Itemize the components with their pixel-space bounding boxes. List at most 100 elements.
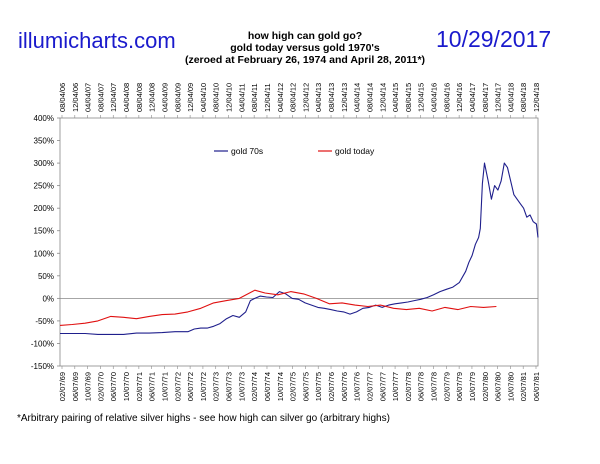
x-bottom-tick-label: 10/07/72: [199, 372, 208, 401]
x-bottom-tick-label: 02/07/78: [404, 372, 413, 401]
x-bottom-tick-label: 06/07/81: [532, 372, 541, 401]
x-bottom-tick-label: 02/07/75: [289, 372, 298, 401]
x-bottom-tick-label: 02/07/70: [96, 372, 105, 401]
x-top-tick-label: 12/04/12: [301, 83, 310, 112]
series-line-gold-today: [59, 289, 497, 326]
y-tick-label: -50%: [35, 317, 54, 326]
x-top-tick-label: 08/04/18: [519, 83, 528, 112]
x-top-tick-label: 04/04/08: [122, 83, 131, 112]
x-top-tick-label: 12/04/09: [186, 83, 195, 112]
x-top-tick-label: 08/04/16: [442, 83, 451, 112]
x-top-tick-label: 12/04/06: [71, 83, 80, 112]
x-top-tick-label: 04/04/17: [468, 83, 477, 112]
y-tick-label: 250%: [34, 182, 54, 191]
y-tick-label: 200%: [34, 204, 54, 213]
legend-label: gold 70s: [231, 146, 263, 156]
y-tick-label: 100%: [34, 249, 54, 258]
x-top-tick-label: 04/04/15: [391, 83, 400, 112]
y-tick-label: 300%: [34, 159, 54, 168]
x-top-tick-label: 12/04/10: [225, 83, 234, 112]
x-bottom-tick-label: 10/07/79: [468, 372, 477, 401]
x-bottom-tick-label: 02/07/73: [212, 372, 221, 401]
x-top-tick-label: 12/04/14: [378, 83, 387, 112]
x-bottom-tick-label: 10/07/74: [276, 372, 285, 401]
x-top-tick-label: 04/04/09: [160, 83, 169, 112]
x-top-tick-label: 08/04/12: [289, 83, 298, 112]
y-tick-label: -150%: [31, 362, 54, 371]
series-line-gold-70s: [60, 162, 539, 335]
x-top-tick-label: 08/04/07: [96, 83, 105, 112]
y-tick-label: -100%: [31, 339, 54, 348]
x-top-tick-label: 12/04/17: [494, 83, 503, 112]
x-bottom-tick-label: 10/07/73: [237, 372, 246, 401]
x-top-tick-label: 12/04/15: [417, 83, 426, 112]
x-top-tick-label: 08/04/06: [58, 83, 67, 112]
x-top-tick-label: 08/04/13: [327, 83, 336, 112]
plot-frame: [59, 117, 539, 367]
x-bottom-tick-label: 10/07/69: [84, 372, 93, 401]
x-top-tick-label: 08/04/09: [173, 83, 182, 112]
x-top-tick-label: 04/04/07: [84, 83, 93, 112]
x-top-tick-label: 08/04/15: [404, 83, 413, 112]
x-top-tick-label: 08/04/14: [365, 83, 374, 112]
site-logo-text: illumicharts.com: [18, 28, 176, 53]
x-top-tick-label: 04/04/13: [314, 83, 323, 112]
chart-date: 10/29/2017: [436, 26, 552, 52]
x-bottom-tick-label: 02/07/74: [250, 372, 259, 401]
title-line-1: how high can gold go?: [247, 30, 363, 42]
x-bottom-tick-label: 06/07/75: [301, 372, 310, 401]
x-top-tick-label: 04/04/12: [276, 83, 285, 112]
x-top-tick-label: 12/04/16: [455, 83, 464, 112]
x-bottom-tick-label: 02/07/71: [135, 372, 144, 401]
x-top-tick-label: 04/04/18: [506, 83, 515, 112]
x-top-tick-label: 12/04/13: [340, 83, 349, 112]
x-bottom-tick-label: 02/07/79: [442, 372, 451, 401]
y-tick-label: 0%: [42, 294, 54, 303]
x-bottom-tick-label: 10/07/77: [391, 372, 400, 401]
x-bottom-tick-label: 02/07/81: [519, 372, 528, 401]
x-bottom-tick-label: 10/07/78: [430, 372, 439, 401]
x-bottom-tick-label: 06/07/74: [263, 372, 272, 401]
y-tick-label: 50%: [38, 272, 54, 281]
x-bottom-tick-label: 06/07/80: [494, 372, 503, 401]
x-bottom-tick-label: 06/07/78: [417, 372, 426, 401]
x-top-tick-label: 12/04/07: [109, 83, 118, 112]
x-top-tick-label: 12/04/08: [148, 83, 157, 112]
x-bottom-tick-label: 06/07/69: [71, 372, 80, 401]
x-bottom-tick-label: 06/07/77: [378, 372, 387, 401]
x-bottom-tick-label: 06/07/71: [148, 372, 157, 401]
x-top-tick-label: 04/04/16: [430, 83, 439, 112]
x-bottom-tick-label: 06/07/76: [340, 372, 349, 401]
x-bottom-tick-label: 06/07/72: [186, 372, 195, 401]
x-bottom-tick-label: 02/07/76: [327, 372, 336, 401]
x-top-tick-label: 08/04/10: [212, 83, 221, 112]
title-line-3: (zeroed at February 26, 1974 and April 2…: [184, 54, 426, 66]
x-bottom-tick-label: 02/07/80: [481, 372, 490, 401]
x-top-tick-label: 12/04/18: [532, 83, 541, 112]
x-top-tick-label: 04/04/14: [353, 83, 362, 112]
x-top-tick-label: 04/04/11: [237, 83, 246, 112]
x-bottom-tick-label: 10/07/71: [160, 372, 169, 401]
x-top-tick-label: 12/04/11: [263, 83, 272, 112]
x-bottom-tick-label: 06/07/70: [109, 372, 118, 401]
x-bottom-tick-label: 02/07/72: [173, 372, 182, 401]
title-line-2: gold today versus gold 1970's: [230, 42, 380, 54]
legend-label: gold today: [335, 146, 375, 156]
x-top-tick-label: 08/04/08: [135, 83, 144, 112]
x-bottom-tick-label: 10/07/80: [506, 372, 515, 401]
x-bottom-tick-label: 10/07/70: [122, 372, 131, 401]
x-bottom-tick-label: 02/07/77: [365, 372, 374, 401]
x-top-tick-label: 04/04/10: [199, 83, 208, 112]
x-bottom-tick-label: 06/07/73: [225, 372, 234, 401]
x-top-tick-label: 08/04/17: [481, 83, 490, 112]
x-bottom-tick-label: 06/07/79: [455, 372, 464, 401]
x-top-tick-label: 08/04/11: [250, 83, 259, 112]
x-bottom-tick-label: 02/07/69: [58, 372, 67, 401]
x-bottom-tick-label: 10/07/75: [314, 372, 323, 401]
x-bottom-tick-label: 10/07/76: [353, 372, 362, 401]
y-tick-label: 350%: [34, 137, 54, 146]
footnote: *Arbitrary pairing of relative silver hi…: [17, 413, 390, 424]
chart-title: how high can gold go? gold today versus …: [150, 30, 460, 66]
y-tick-label: 150%: [34, 227, 54, 236]
